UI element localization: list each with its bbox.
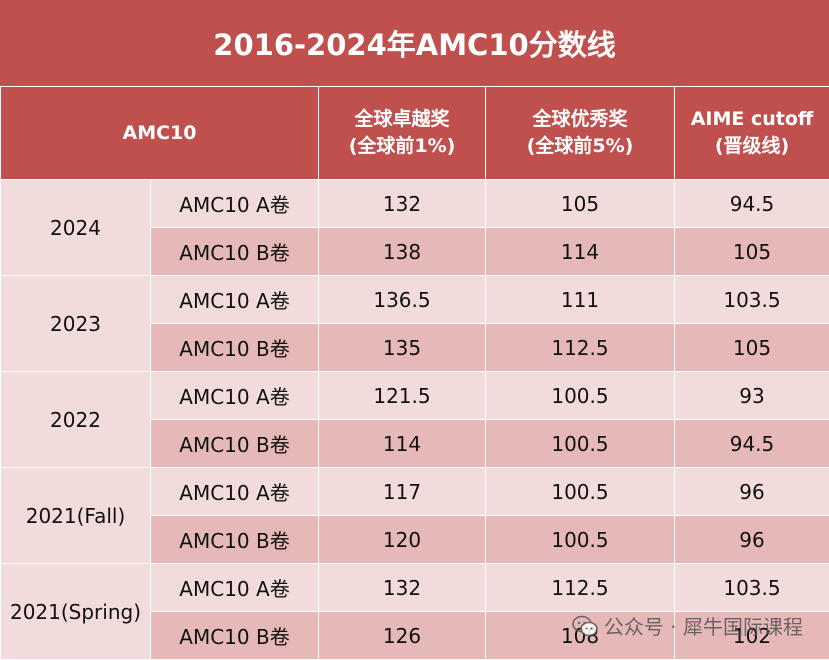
year-cell: 2023	[1, 276, 151, 372]
exam-cell: AMC10 A卷	[151, 468, 319, 516]
table-row: 2022 AMC10 A卷 121.5 100.5 93	[1, 372, 829, 420]
watermark-text: 公众号 · 犀牛国际课程	[604, 611, 803, 640]
year-cell: 2022	[1, 372, 151, 468]
aime-cell: 96	[675, 516, 829, 564]
aime-cell: 96	[675, 468, 829, 516]
top5-cell: 111	[486, 276, 675, 324]
top5-cell: 100.5	[486, 420, 675, 468]
top5-cell: 105	[486, 180, 675, 228]
year-cell: 2021(Fall)	[1, 468, 151, 564]
exam-cell: AMC10 A卷	[151, 564, 319, 612]
header-row: AMC10 全球卓越奖 (全球前1%) 全球优秀奖 (全球前5%) AIME c…	[1, 87, 829, 180]
header-aime: AIME cutoff (晋级线)	[675, 87, 829, 180]
aime-cell: 94.5	[675, 180, 829, 228]
exam-cell: AMC10 A卷	[151, 276, 319, 324]
aime-cell: 105	[675, 324, 829, 372]
top1-cell: 117	[319, 468, 486, 516]
exam-cell: AMC10 A卷	[151, 180, 319, 228]
header-aime-title: AIME cutoff	[675, 106, 829, 133]
top5-cell: 100.5	[486, 468, 675, 516]
page-title: 2016-2024年AMC10分数线	[0, 0, 829, 86]
exam-cell: AMC10 B卷	[151, 420, 319, 468]
top1-cell: 114	[319, 420, 486, 468]
header-top5: 全球优秀奖 (全球前5%)	[486, 87, 675, 180]
top1-cell: 121.5	[319, 372, 486, 420]
table-row: 2021(Spring) AMC10 A卷 132 112.5 103.5	[1, 564, 829, 612]
header-top1-title: 全球卓越奖	[319, 106, 485, 133]
score-table: AMC10 全球卓越奖 (全球前1%) 全球优秀奖 (全球前5%) AIME c…	[0, 86, 829, 660]
top5-cell: 112.5	[486, 564, 675, 612]
exam-cell: AMC10 B卷	[151, 516, 319, 564]
header-top1-subtitle: (全球前1%)	[319, 133, 485, 160]
header-top1: 全球卓越奖 (全球前1%)	[319, 87, 486, 180]
header-aime-subtitle: (晋级线)	[675, 133, 829, 160]
table-row: 2023 AMC10 A卷 136.5 111 103.5	[1, 276, 829, 324]
aime-cell: 93	[675, 372, 829, 420]
header-top5-title: 全球优秀奖	[486, 106, 674, 133]
year-cell: 2021(Spring)	[1, 564, 151, 660]
top1-cell: 132	[319, 180, 486, 228]
header-top5-subtitle: (全球前5%)	[486, 133, 674, 160]
exam-cell: AMC10 A卷	[151, 372, 319, 420]
table-row: 2021(Fall) AMC10 A卷 117 100.5 96	[1, 468, 829, 516]
top1-cell: 135	[319, 324, 486, 372]
exam-cell: AMC10 B卷	[151, 324, 319, 372]
top5-cell: 112.5	[486, 324, 675, 372]
top1-cell: 132	[319, 564, 486, 612]
watermark: 公众号 · 犀牛国际课程	[572, 611, 803, 640]
aime-cell: 103.5	[675, 276, 829, 324]
aime-cell: 103.5	[675, 564, 829, 612]
aime-cell: 105	[675, 228, 829, 276]
table-row: 2024 AMC10 A卷 132 105 94.5	[1, 180, 829, 228]
exam-cell: AMC10 B卷	[151, 612, 319, 660]
top5-cell: 100.5	[486, 372, 675, 420]
top1-cell: 120	[319, 516, 486, 564]
top1-cell: 136.5	[319, 276, 486, 324]
top1-cell: 126	[319, 612, 486, 660]
year-cell: 2024	[1, 180, 151, 276]
top5-cell: 114	[486, 228, 675, 276]
aime-cell: 94.5	[675, 420, 829, 468]
top1-cell: 138	[319, 228, 486, 276]
exam-cell: AMC10 B卷	[151, 228, 319, 276]
wechat-icon	[572, 615, 598, 637]
header-competition: AMC10	[1, 87, 319, 180]
top5-cell: 100.5	[486, 516, 675, 564]
